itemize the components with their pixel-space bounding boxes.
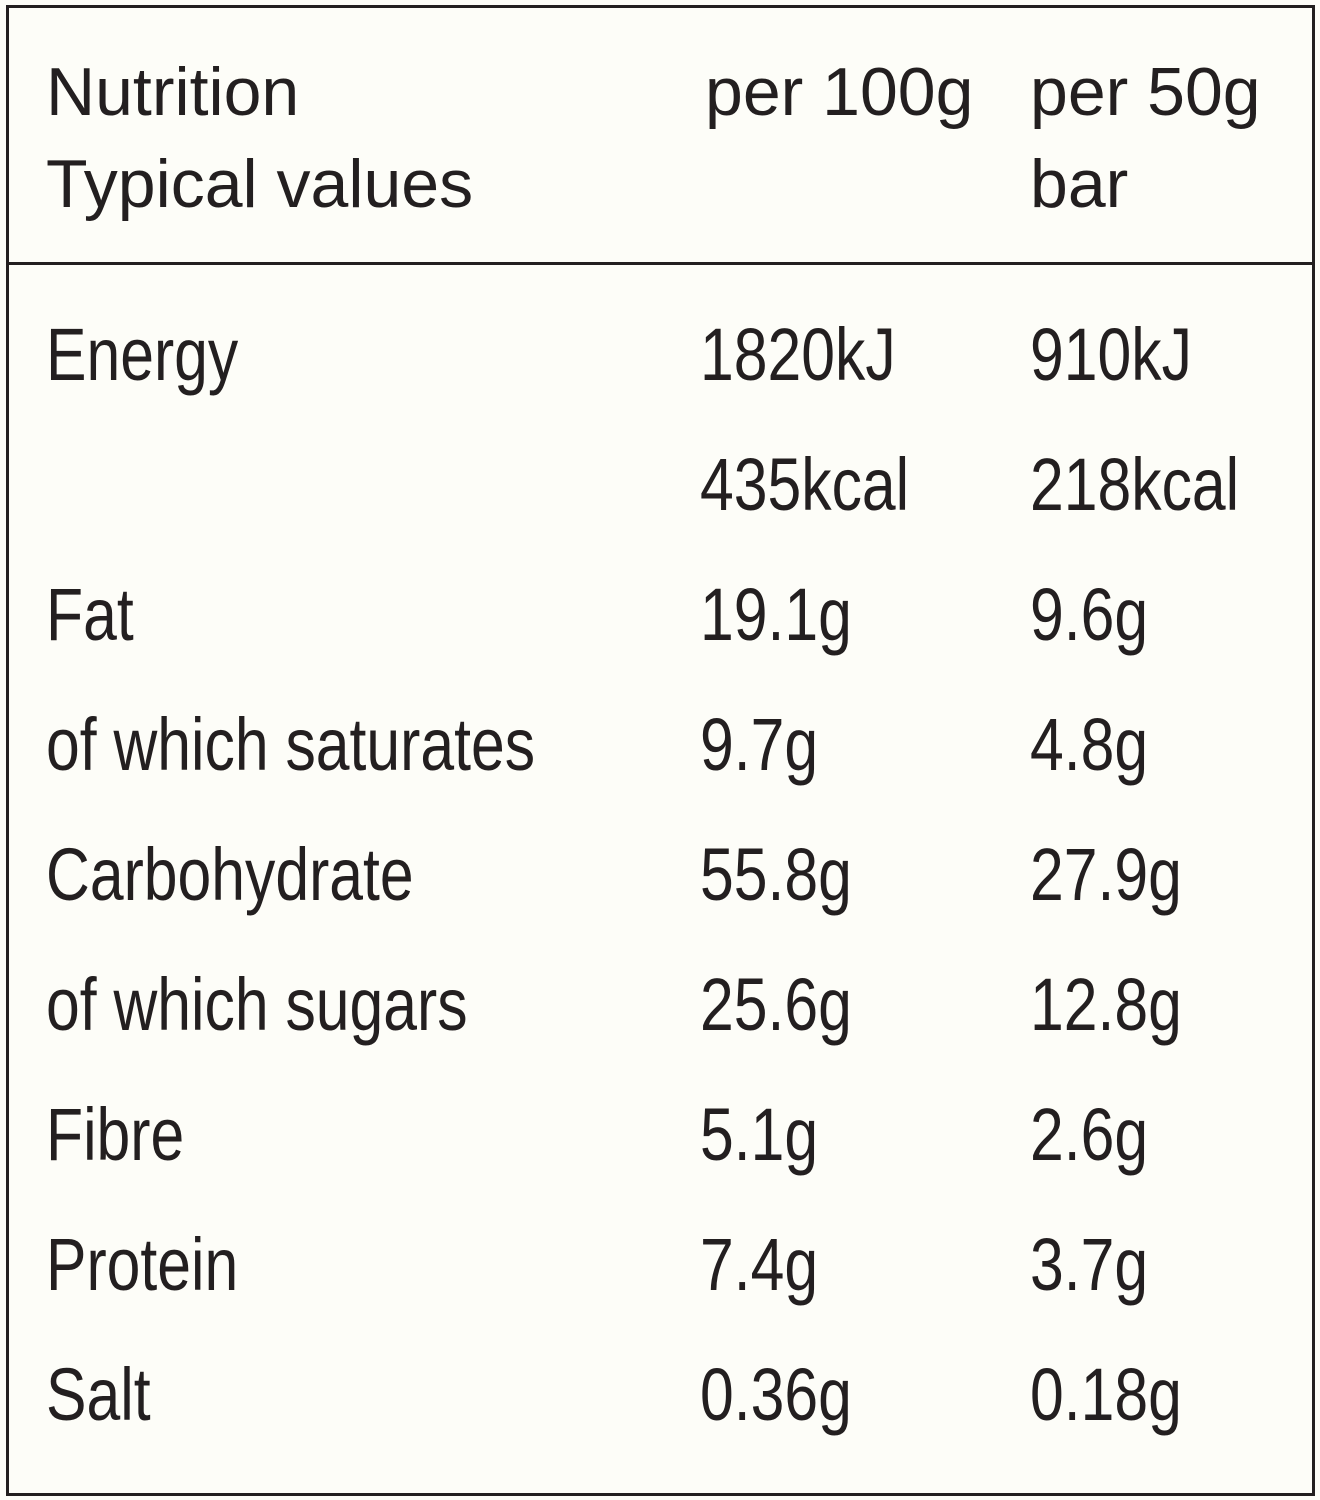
header-divider: [6, 262, 1315, 265]
value-cell: 2.6g: [1030, 1093, 1149, 1176]
value-cell: 7.4g: [700, 1223, 819, 1306]
value-cell: 9.6g: [1030, 573, 1149, 656]
header-cell: Typical values: [46, 146, 474, 222]
value-cell: 910kJ: [1030, 313, 1192, 396]
value-cell: 12.8g: [1030, 963, 1182, 1046]
header-cell: bar: [1030, 146, 1129, 222]
row-label: of which sugars: [46, 963, 468, 1046]
value-cell: 0.36g: [700, 1353, 852, 1436]
value-cell: 3.7g: [1030, 1223, 1149, 1306]
row-label: Carbohydrate: [46, 833, 414, 916]
header-cell: per 50g: [1030, 54, 1261, 130]
value-cell: 435kcal: [700, 443, 910, 526]
row-label: Energy: [46, 313, 239, 396]
value-cell: 218kcal: [1030, 443, 1240, 526]
row-label: of which saturates: [46, 703, 536, 786]
row-label: Fat: [46, 573, 134, 656]
value-cell: 4.8g: [1030, 703, 1149, 786]
value-cell: 5.1g: [700, 1093, 819, 1176]
value-cell: 27.9g: [1030, 833, 1182, 916]
value-cell: 55.8g: [700, 833, 852, 916]
value-cell: 19.1g: [700, 573, 852, 656]
row-label: Protein: [46, 1223, 239, 1306]
table-frame: [6, 5, 1315, 1496]
value-cell: 9.7g: [700, 703, 819, 786]
value-cell: 25.6g: [700, 963, 852, 1046]
header-cell: per 100g: [705, 54, 974, 130]
row-label: Fibre: [46, 1093, 185, 1176]
value-cell: 0.18g: [1030, 1353, 1182, 1436]
row-label: Salt: [46, 1353, 151, 1436]
header-cell: Nutrition: [46, 54, 300, 130]
value-cell: 1820kJ: [700, 313, 896, 396]
